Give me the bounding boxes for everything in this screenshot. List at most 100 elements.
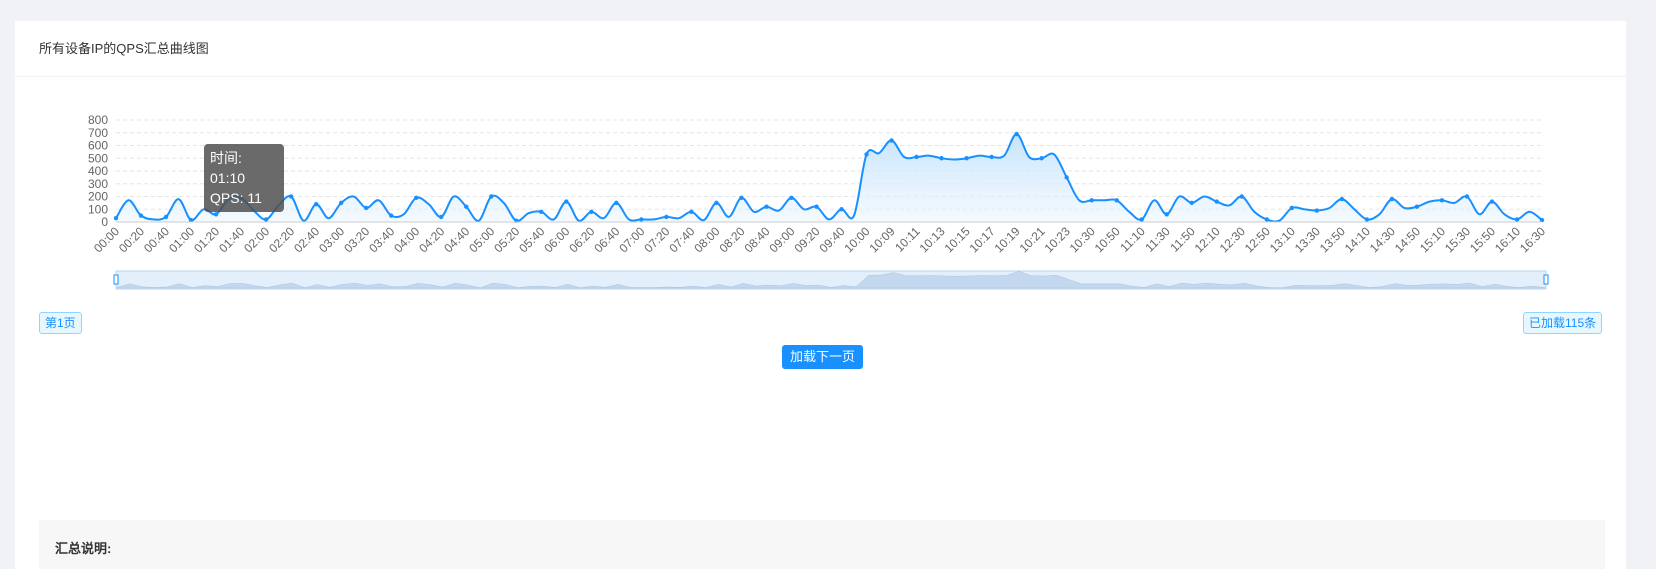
- data-point[interactable]: [213, 212, 219, 217]
- x-axis: 00:0000:2000:4001:0001:2001:4002:0002:20…: [91, 224, 1548, 255]
- x-tick-label: 01:00: [166, 224, 197, 255]
- data-point[interactable]: [914, 154, 919, 160]
- data-point[interactable]: [1339, 196, 1345, 202]
- data-point[interactable]: [1089, 198, 1094, 203]
- data-point[interactable]: [464, 204, 469, 209]
- data-point[interactable]: [939, 156, 944, 161]
- x-tick-label: 12:50: [1242, 224, 1273, 255]
- data-point[interactable]: [1389, 196, 1395, 202]
- data-point[interactable]: [113, 215, 119, 221]
- data-point[interactable]: [338, 200, 344, 206]
- x-tick-label: 02:20: [266, 224, 297, 255]
- data-point[interactable]: [263, 217, 269, 222]
- data-point[interactable]: [138, 213, 144, 218]
- summary-panel: 汇总说明:: [39, 520, 1605, 569]
- data-point[interactable]: [1539, 217, 1545, 223]
- tooltip-time: 时间: 01:10: [210, 150, 246, 186]
- data-point[interactable]: [363, 205, 369, 211]
- x-tick-label: 04:40: [441, 224, 472, 255]
- data-point[interactable]: [864, 152, 869, 157]
- x-tick-label: 01:20: [191, 224, 222, 255]
- zoom-handle-left[interactable]: [113, 274, 119, 285]
- x-tick-label: 14:10: [1342, 224, 1373, 255]
- x-tick-label: 08:00: [691, 224, 722, 255]
- page-number-badge: 第1页: [39, 312, 82, 334]
- zoom-slider[interactable]: [0, 268, 1656, 294]
- data-point[interactable]: [288, 194, 294, 199]
- data-point[interactable]: [714, 200, 719, 206]
- data-point[interactable]: [839, 207, 844, 212]
- data-point[interactable]: [1114, 198, 1119, 203]
- x-tick-label: 05:00: [466, 224, 497, 255]
- data-point[interactable]: [1364, 217, 1370, 222]
- data-point[interactable]: [1314, 208, 1320, 213]
- data-point[interactable]: [414, 195, 419, 200]
- x-tick-label: 08:40: [741, 224, 772, 255]
- data-point[interactable]: [1489, 199, 1495, 204]
- data-point[interactable]: [1289, 205, 1295, 211]
- data-point[interactable]: [889, 138, 894, 143]
- x-tick-label: 14:50: [1392, 224, 1423, 255]
- x-tick-label: 12:10: [1192, 224, 1223, 255]
- data-point[interactable]: [1464, 194, 1470, 199]
- data-point[interactable]: [489, 194, 494, 199]
- x-tick-label: 10:23: [1042, 224, 1073, 255]
- x-tick-label: 07:40: [666, 224, 697, 255]
- data-point[interactable]: [188, 217, 194, 223]
- data-point[interactable]: [439, 214, 444, 220]
- data-point[interactable]: [1514, 217, 1520, 222]
- data-points: [113, 131, 1545, 223]
- x-tick-label: 10:11: [892, 224, 923, 255]
- x-tick-label: 07:20: [641, 224, 672, 255]
- data-point[interactable]: [639, 217, 644, 222]
- data-point[interactable]: [388, 213, 394, 218]
- x-tick-label: 10:19: [992, 224, 1023, 255]
- x-tick-label: 10:13: [917, 224, 948, 255]
- data-point[interactable]: [964, 156, 969, 161]
- data-point[interactable]: [1439, 198, 1445, 203]
- data-point[interactable]: [1414, 204, 1420, 209]
- x-tick-label: 13:50: [1317, 224, 1348, 255]
- y-tick-label: 500: [88, 151, 108, 165]
- x-tick-label: 03:40: [366, 224, 397, 255]
- data-point[interactable]: [163, 214, 169, 220]
- data-point[interactable]: [989, 154, 994, 160]
- data-point[interactable]: [1189, 200, 1194, 206]
- x-tick-label: 09:00: [766, 224, 797, 255]
- load-next-page-button[interactable]: 加载下一页: [782, 345, 863, 369]
- x-tick-label: 15:10: [1417, 224, 1448, 255]
- data-point[interactable]: [689, 209, 694, 214]
- data-point[interactable]: [764, 204, 769, 209]
- data-point[interactable]: [589, 209, 594, 214]
- y-tick-label: 400: [88, 164, 108, 178]
- data-point[interactable]: [1014, 131, 1019, 137]
- data-point[interactable]: [789, 195, 794, 200]
- x-tick-label: 14:30: [1367, 224, 1398, 255]
- y-tick-label: 200: [88, 190, 108, 204]
- x-tick-label: 02:40: [291, 224, 322, 255]
- data-point[interactable]: [1239, 194, 1244, 199]
- x-tick-label: 03:00: [316, 224, 347, 255]
- data-point[interactable]: [313, 201, 319, 207]
- zoom-preview: [116, 271, 1546, 289]
- zoom-handle-right[interactable]: [1543, 274, 1549, 285]
- data-point[interactable]: [739, 195, 744, 200]
- data-point[interactable]: [539, 209, 544, 214]
- x-tick-label: 05:20: [491, 224, 522, 255]
- x-tick-label: 03:20: [341, 224, 372, 255]
- data-point[interactable]: [814, 204, 819, 209]
- series-line: [115, 133, 1543, 223]
- data-point[interactable]: [1139, 217, 1144, 222]
- data-point[interactable]: [564, 199, 569, 204]
- data-point[interactable]: [1164, 212, 1169, 217]
- data-point[interactable]: [1039, 156, 1044, 161]
- data-point[interactable]: [1264, 217, 1270, 222]
- data-point[interactable]: [614, 200, 619, 206]
- data-point[interactable]: [1214, 199, 1219, 204]
- x-tick-label: 13:10: [1267, 224, 1298, 255]
- data-point[interactable]: [664, 214, 669, 220]
- x-tick-label: 15:30: [1442, 224, 1473, 255]
- data-point[interactable]: [1064, 175, 1069, 180]
